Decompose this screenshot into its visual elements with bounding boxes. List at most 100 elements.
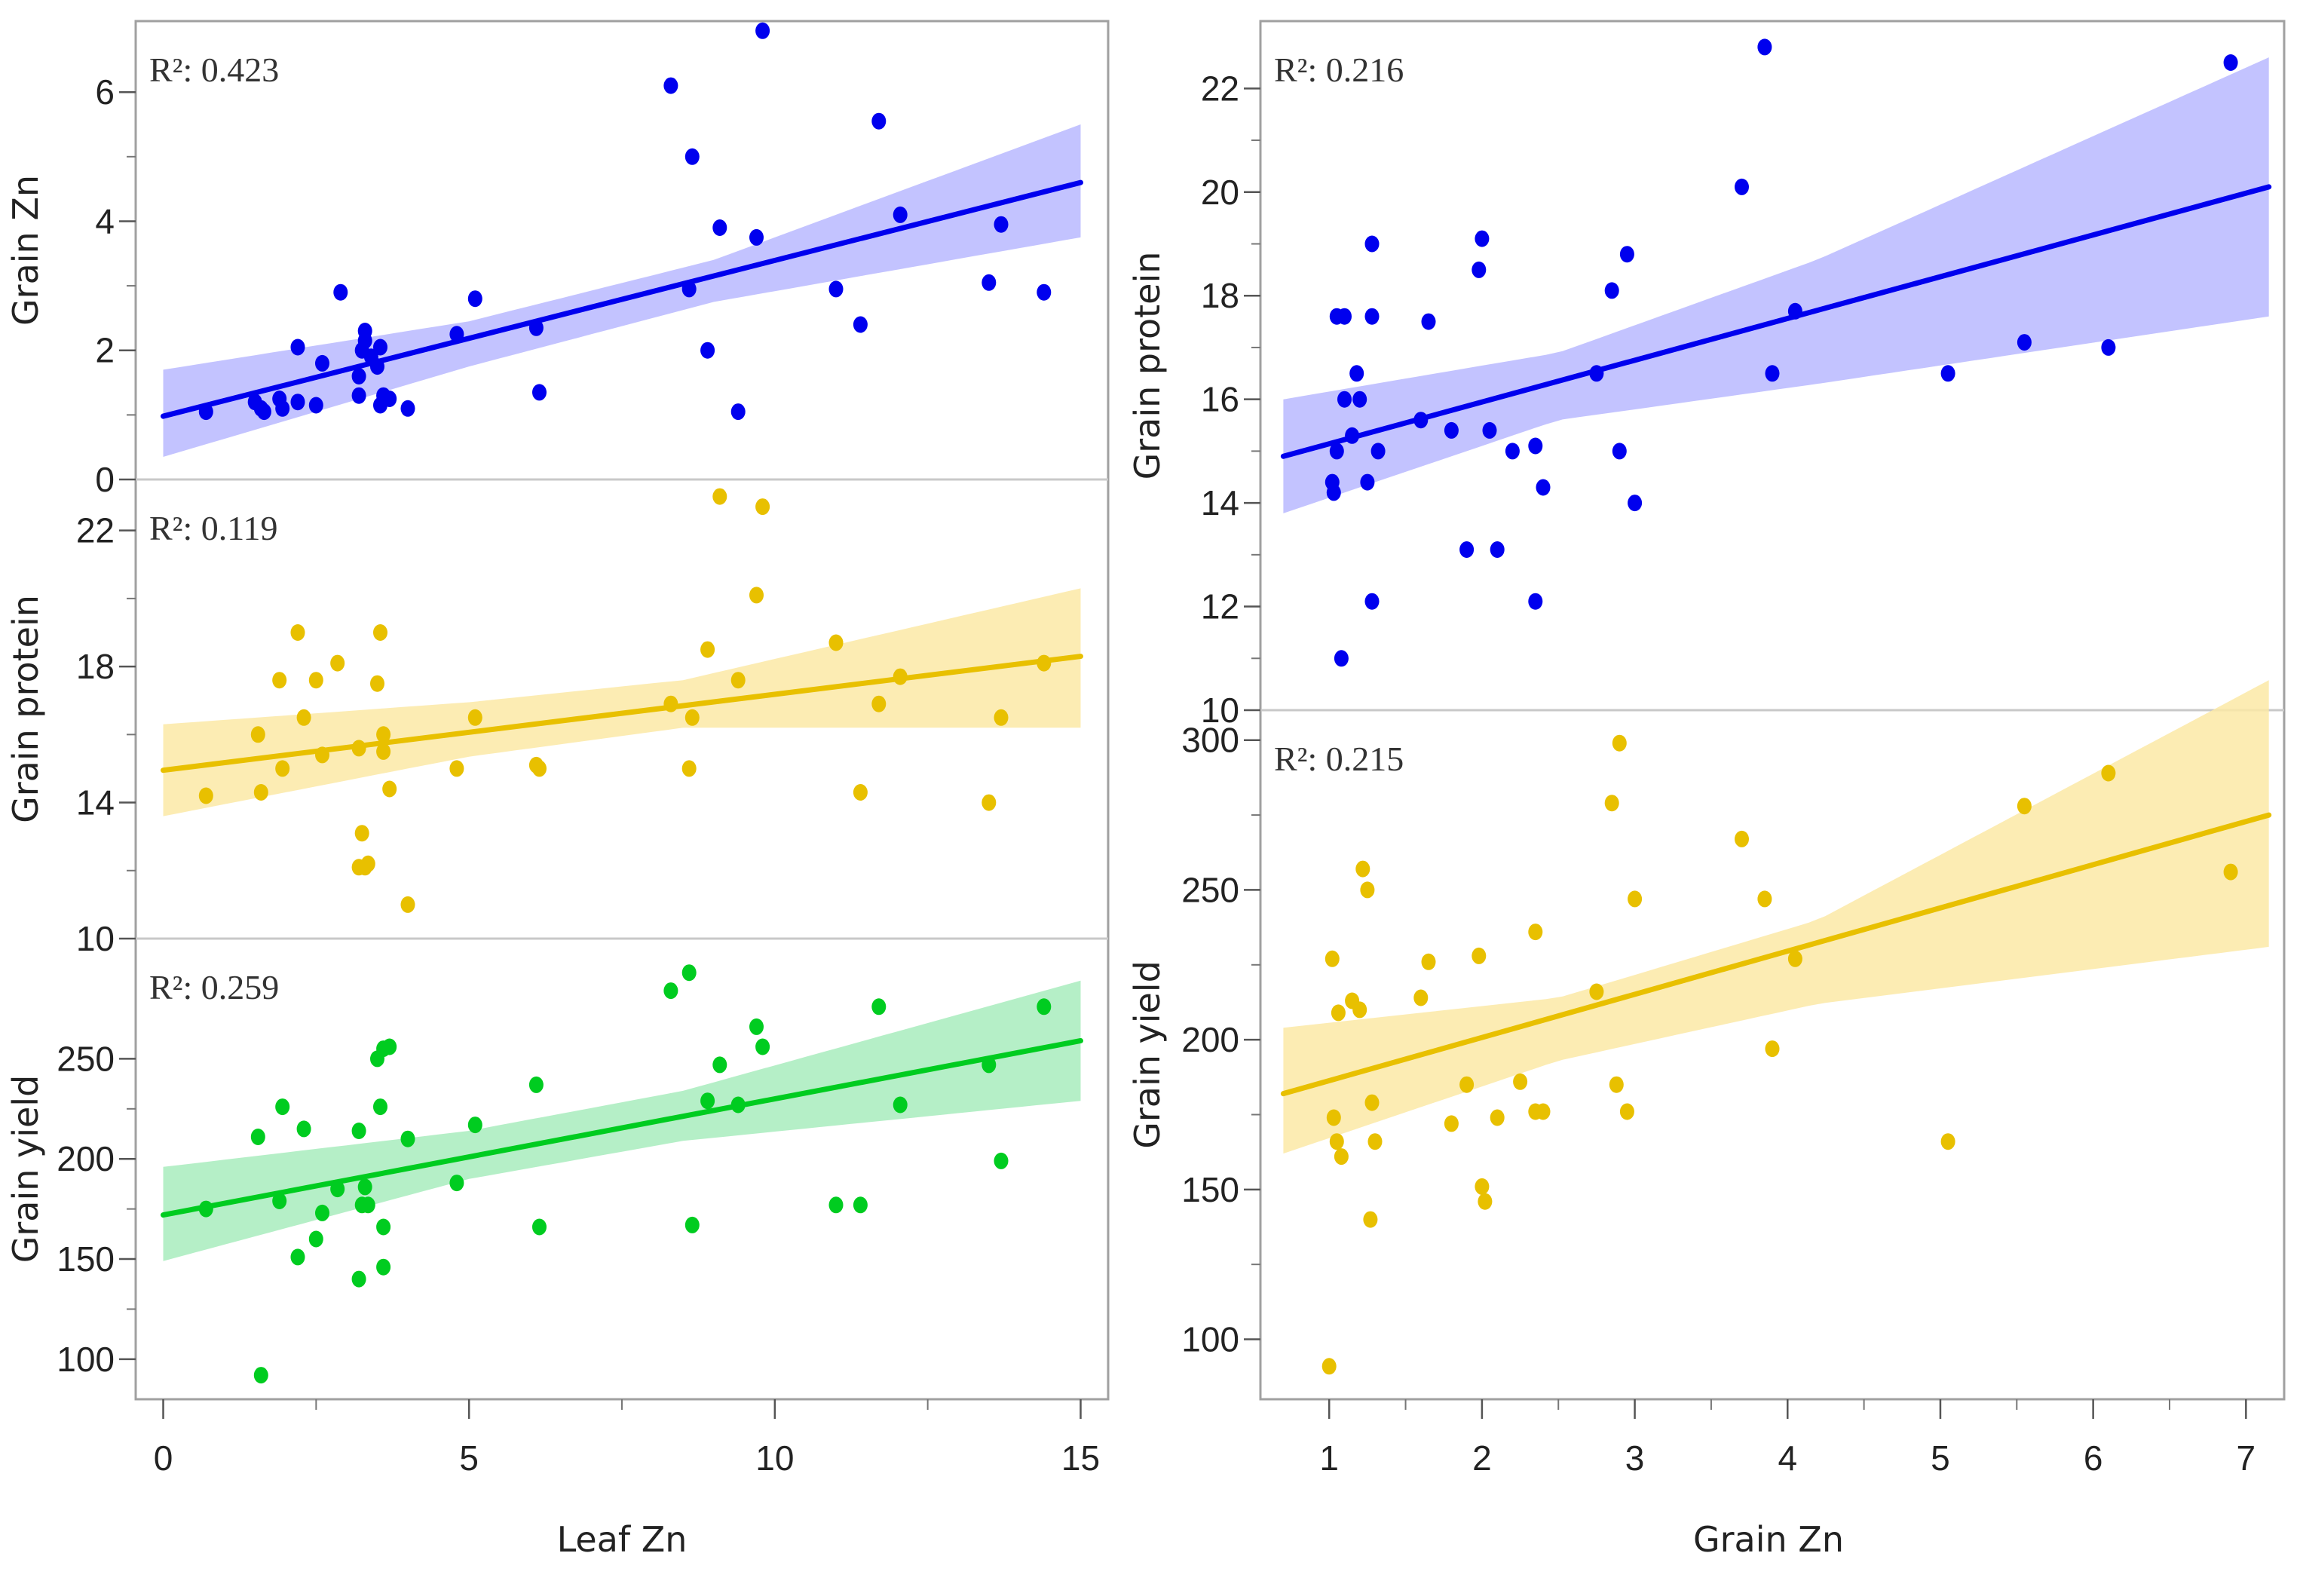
data-point: [1735, 178, 1749, 195]
data-point: [871, 112, 887, 130]
x-axis-title: Grain Zn: [1693, 1519, 1844, 1560]
data-point: [681, 760, 697, 777]
data-point: [2223, 54, 2238, 71]
data-point: [1604, 795, 1619, 812]
y-axis-title: Grain protein: [1127, 252, 1168, 480]
data-point: [198, 403, 213, 421]
data-point: [1331, 1004, 1346, 1022]
data-point: [1478, 1193, 1493, 1210]
panel-grain-zn: 0 2 4 6 R²: 0.423 Grain Zn: [5, 22, 1083, 499]
data-point: [1475, 1178, 1490, 1195]
data-point: [354, 825, 369, 842]
x-tick-label: 7: [2237, 1438, 2256, 1478]
data-point: [275, 400, 290, 417]
data-point: [712, 488, 727, 505]
data-point: [2223, 863, 2238, 881]
y-tick-label: 0: [95, 460, 115, 499]
data-point: [700, 641, 715, 658]
x-tick-label: 15: [1061, 1438, 1100, 1478]
data-point: [360, 855, 375, 872]
data-point: [376, 726, 391, 743]
data-point: [1364, 235, 1380, 253]
data-point: [1360, 473, 1375, 491]
data-point: [198, 787, 213, 804]
data-point: [382, 1038, 397, 1055]
y-tick-label: 100: [57, 1340, 115, 1379]
data-point: [1325, 950, 1340, 967]
data-point: [1370, 443, 1386, 460]
data-point: [373, 338, 387, 356]
confidence-band: [163, 124, 1081, 457]
data-point: [532, 1218, 547, 1236]
data-point: [684, 1216, 700, 1233]
data-point: [684, 148, 700, 165]
data-point: [351, 1270, 366, 1288]
data-point: [1444, 421, 1459, 439]
data-point: [1589, 983, 1604, 1000]
data-point: [755, 1038, 770, 1055]
data-point: [1345, 427, 1360, 444]
data-point: [1472, 261, 1487, 278]
data-point: [290, 1248, 305, 1266]
data-point: [1612, 734, 1627, 752]
data-point: [256, 403, 271, 421]
r-squared-label: R²: 0.423: [149, 51, 279, 89]
data-point: [1360, 881, 1375, 899]
x-tick-label: 5: [1931, 1438, 1950, 1478]
data-point: [1352, 391, 1367, 408]
data-point: [1536, 479, 1551, 496]
data-point: [730, 672, 746, 689]
data-point: [467, 1117, 482, 1134]
data-point: [1757, 890, 1772, 908]
data-point: [982, 1056, 997, 1074]
data-point: [315, 746, 329, 764]
data-point: [1619, 246, 1634, 263]
data-point: [853, 316, 868, 333]
data-point: [467, 290, 482, 308]
confidence-band: [1283, 57, 2269, 513]
data-point: [1757, 38, 1772, 56]
y-tick-label: 6: [95, 72, 115, 112]
data-point: [1628, 890, 1643, 908]
data-point: [1472, 947, 1487, 964]
data-point: [290, 394, 305, 411]
fit-line: [1280, 184, 2272, 459]
y-axis-title: Grain protein: [5, 595, 46, 823]
data-point: [1619, 1103, 1634, 1120]
data-point: [853, 1196, 868, 1214]
panel-grain-protein: 10 12 14 16 18 20 22 R²: 0.216 Grain protein: [1127, 38, 2272, 730]
confidence-band: [163, 980, 1081, 1261]
x-tick-label: 4: [1778, 1438, 1797, 1478]
data-point: [1367, 1133, 1383, 1150]
y-tick-label: 4: [95, 201, 115, 240]
data-point: [1787, 302, 1802, 320]
data-point: [360, 1196, 375, 1214]
y-tick-label: 2: [95, 331, 115, 370]
panel-grain-yield: 100 150 200 250 R²: 0.259 Grain yield: [5, 964, 1083, 1384]
y-tick-label: 200: [57, 1139, 115, 1178]
data-point: [1363, 1211, 1378, 1228]
data-point: [1421, 953, 1436, 970]
data-point: [1413, 989, 1429, 1006]
data-point: [449, 1175, 464, 1192]
y-tick-label: 16: [1201, 380, 1239, 419]
y-tick-label: 100: [1181, 1320, 1239, 1359]
data-point: [755, 22, 770, 39]
data-point: [663, 77, 678, 94]
data-point: [749, 228, 764, 246]
r-squared-label: R²: 0.215: [1274, 740, 1404, 778]
data-point: [373, 624, 387, 641]
data-point: [1459, 541, 1475, 558]
data-point: [1628, 495, 1643, 512]
data-point: [1459, 1076, 1475, 1093]
data-point: [1609, 1076, 1624, 1093]
data-point: [330, 1181, 345, 1198]
data-point: [1349, 365, 1364, 382]
r-squared-label: R²: 0.259: [149, 968, 279, 1006]
x-axis: 0 5 10 15: [154, 1399, 1100, 1478]
data-point: [528, 319, 544, 336]
y-tick-label: 22: [1201, 69, 1239, 108]
data-point: [351, 368, 366, 384]
x-tick-label: 6: [2084, 1438, 2103, 1478]
fit-line: [1280, 812, 2272, 1097]
